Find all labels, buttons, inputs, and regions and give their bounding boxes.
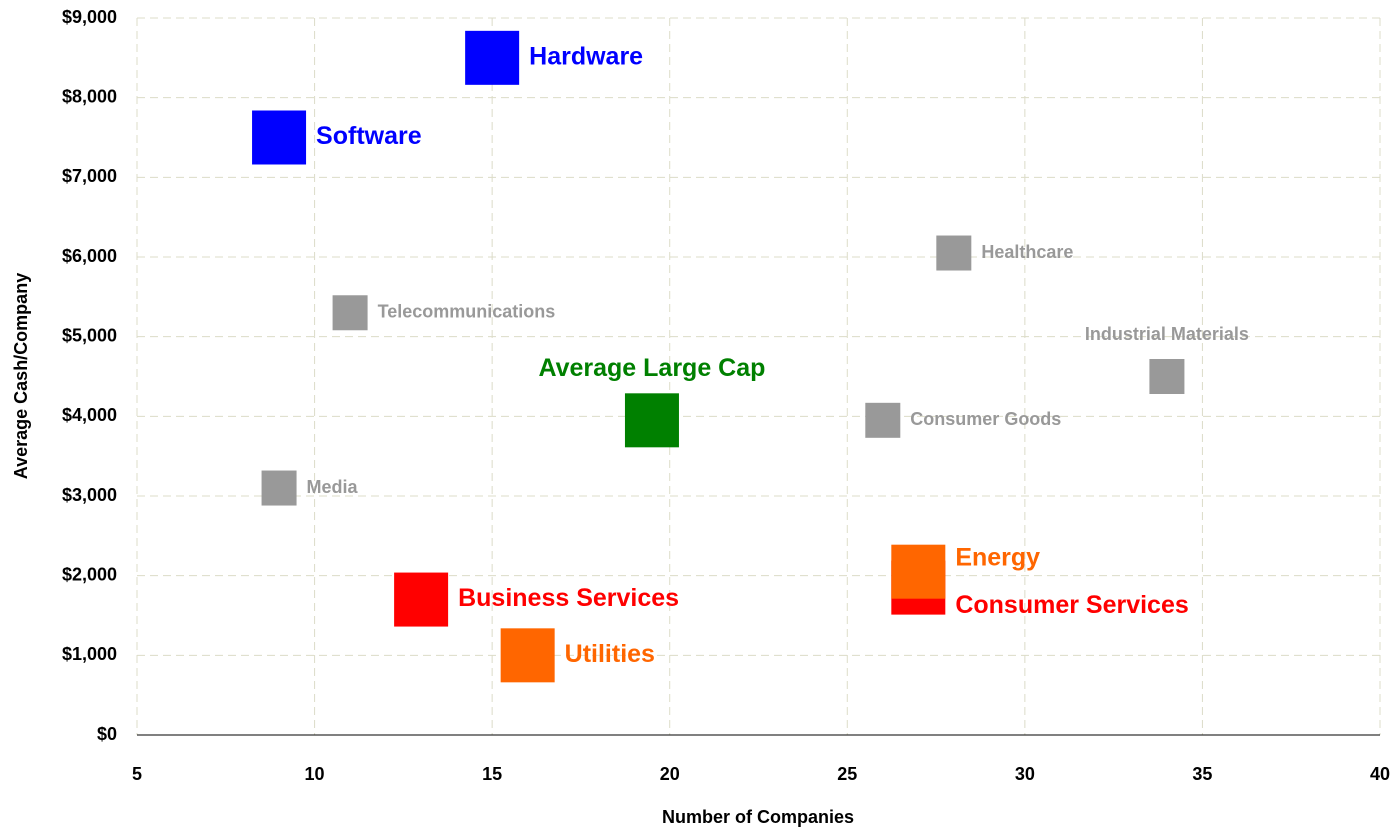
point-label: Hardware — [529, 42, 643, 70]
point-marker — [865, 402, 901, 438]
point-label: Industrial Materials — [1085, 324, 1249, 344]
point-label: Business Services — [458, 584, 679, 612]
point-marker — [891, 544, 946, 599]
point-marker — [1149, 359, 1185, 394]
y-tick-label: $0 — [97, 724, 117, 744]
point-marker — [261, 470, 297, 506]
point-label: Software — [316, 122, 422, 150]
y-tick-label: $1,000 — [62, 644, 117, 664]
x-tick-label: 30 — [1015, 764, 1035, 784]
point-label: Media — [307, 477, 359, 497]
point-marker — [465, 30, 520, 85]
y-tick-label: $4,000 — [62, 405, 117, 425]
point-label: Consumer Goods — [910, 409, 1061, 429]
point-label: Average Large Cap — [538, 354, 765, 382]
x-tick-label: 15 — [482, 764, 502, 784]
y-tick-label: $5,000 — [62, 325, 117, 345]
point-marker — [332, 295, 368, 331]
x-tick-label: 20 — [660, 764, 680, 784]
y-axis-title: Average Cash/Company — [11, 273, 31, 479]
point-marker — [624, 393, 679, 448]
x-axis-title: Number of Companies — [662, 807, 854, 827]
y-tick-label: $3,000 — [62, 485, 117, 505]
point-marker — [252, 110, 307, 165]
y-tick-label: $2,000 — [62, 564, 117, 584]
y-tick-label: $6,000 — [62, 246, 117, 266]
point-marker — [394, 572, 449, 627]
point-label: Consumer Services — [955, 591, 1188, 619]
point-label: Telecommunications — [378, 302, 556, 322]
point-marker — [936, 235, 972, 271]
y-tick-label: $9,000 — [62, 7, 117, 27]
point-marker — [500, 628, 555, 683]
y-tick-label: $7,000 — [62, 166, 117, 186]
x-tick-label: 40 — [1370, 764, 1390, 784]
x-tick-label: 25 — [837, 764, 857, 784]
point-label: Utilities — [565, 640, 655, 668]
point-label: Energy — [955, 543, 1040, 571]
point-label: Healthcare — [981, 242, 1073, 262]
x-tick-label: 10 — [305, 764, 325, 784]
y-tick-label: $8,000 — [62, 86, 117, 106]
x-tick-label: 5 — [132, 764, 142, 784]
x-tick-label: 35 — [1192, 764, 1212, 784]
